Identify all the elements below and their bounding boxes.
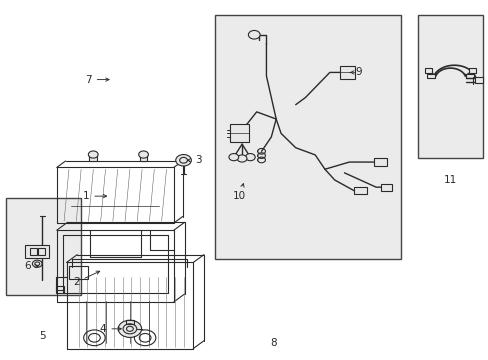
Circle shape [88, 151, 98, 158]
Circle shape [248, 31, 260, 39]
Text: 8: 8 [270, 338, 277, 348]
Bar [5, 198, 81, 295]
Bar [69, 266, 88, 279]
Bar [353, 187, 366, 194]
Bar [89, 154, 97, 161]
Bar [140, 154, 147, 161]
Circle shape [175, 154, 191, 166]
Text: 7: 7 [85, 75, 109, 85]
Bar [424, 68, 431, 73]
Text: 2: 2 [73, 271, 100, 287]
Bar [215, 15, 400, 259]
Bar [56, 286, 63, 293]
Circle shape [245, 154, 255, 161]
Bar [30, 248, 37, 255]
Bar [468, 68, 475, 73]
Circle shape [237, 155, 246, 162]
Text: 3: 3 [187, 155, 201, 165]
Bar [25, 245, 49, 258]
Bar [373, 158, 386, 166]
Text: 9: 9 [349, 67, 362, 77]
Bar [380, 184, 391, 191]
Circle shape [139, 151, 148, 158]
Bar [465, 74, 473, 78]
Text: 10: 10 [233, 184, 245, 201]
Text: 5: 5 [39, 331, 45, 341]
Text: 11: 11 [443, 175, 456, 185]
Bar [426, 74, 434, 78]
Bar [417, 15, 483, 158]
Bar [474, 77, 482, 83]
Bar [229, 125, 249, 142]
Bar [126, 320, 134, 324]
Circle shape [118, 320, 142, 337]
Text: 4: 4 [100, 324, 121, 334]
Bar [38, 248, 44, 255]
Text: 1: 1 [82, 191, 106, 201]
Circle shape [228, 154, 238, 161]
Text: 6: 6 [24, 261, 38, 271]
Bar [339, 66, 354, 79]
